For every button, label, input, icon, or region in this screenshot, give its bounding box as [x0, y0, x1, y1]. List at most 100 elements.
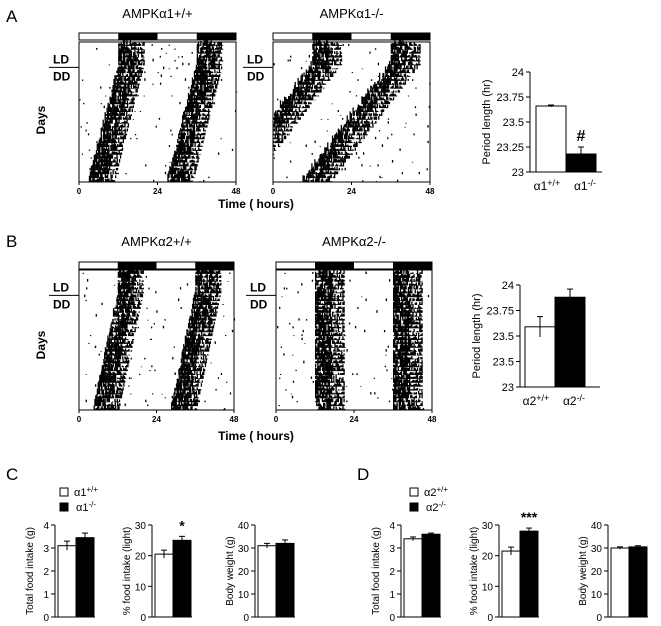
activity-tick — [128, 307, 130, 313]
activity-tick — [418, 44, 420, 46]
activity-tick — [316, 273, 318, 274]
activity-tick — [132, 318, 134, 321]
activity-tick — [351, 153, 353, 155]
activity-tick — [112, 353, 115, 356]
activity-tick — [179, 378, 181, 387]
activity-tick — [339, 51, 342, 54]
activity-tick — [280, 120, 282, 124]
activity-tick — [116, 408, 118, 410]
activity-tick — [406, 69, 408, 74]
activity-tick — [179, 142, 182, 151]
activity-tick — [197, 379, 199, 383]
activity-tick — [324, 43, 327, 50]
activity-tick — [126, 68, 128, 70]
activity-tick — [117, 273, 120, 278]
activity-tick — [334, 68, 336, 70]
activity-tick — [183, 164, 186, 171]
activity-tick — [140, 366, 143, 368]
activity-tick — [194, 319, 196, 325]
activity-tick — [110, 406, 112, 410]
activity-tick — [332, 71, 335, 74]
activity-tick — [367, 95, 369, 101]
activity-tick — [187, 377, 190, 383]
activity-tick — [210, 39, 212, 46]
activity-tick — [110, 373, 112, 379]
activity-tick — [193, 324, 196, 333]
activity-tick — [276, 134, 279, 140]
activity-tick — [299, 87, 301, 89]
activity-tick — [171, 400, 174, 407]
activity-tick — [401, 63, 403, 66]
activity-tick — [333, 168, 335, 171]
activity-tick — [297, 91, 300, 97]
activity-tick — [128, 341, 131, 344]
activity-tick — [128, 68, 131, 74]
activity-tick — [123, 135, 125, 140]
activity-tick — [132, 63, 134, 70]
activity-tick — [199, 89, 201, 97]
activity-tick — [188, 353, 190, 360]
activity-tick — [418, 172, 420, 175]
activity-tick — [320, 85, 323, 89]
activity-tick — [100, 159, 103, 167]
activity-tick — [323, 180, 325, 182]
activity-tick — [140, 269, 142, 274]
activity-tick — [196, 116, 199, 120]
activity-tick — [142, 58, 144, 62]
activity-tick — [190, 159, 192, 163]
activity-tick — [106, 136, 108, 144]
activity-tick — [316, 82, 319, 85]
activity-tick — [391, 48, 394, 54]
activity-tick — [143, 59, 145, 62]
activity-tick — [327, 165, 329, 171]
activity-tick — [122, 304, 124, 309]
activity-tick — [110, 363, 112, 372]
activity-tick — [325, 148, 327, 155]
activity-tick — [380, 109, 382, 112]
activity-tick — [97, 398, 100, 407]
activity-tick — [208, 316, 211, 321]
activity-tick — [377, 110, 379, 112]
activity-tick — [180, 128, 182, 132]
activity-tick — [122, 314, 124, 321]
activity-tick — [295, 115, 297, 120]
activity-tick — [394, 64, 396, 74]
activity-tick — [125, 94, 127, 101]
activity-tick — [175, 179, 177, 182]
activity-tick — [125, 342, 127, 344]
activity-tick — [108, 156, 110, 163]
activity-tick — [127, 103, 130, 105]
activity-tick — [328, 177, 331, 182]
activity-tick — [214, 281, 216, 286]
activity-tick — [189, 347, 192, 352]
activity-tick — [287, 103, 289, 112]
activity-tick — [125, 315, 127, 321]
activity-tick — [375, 98, 377, 105]
activity-tick — [115, 145, 118, 147]
activity-tick — [123, 361, 125, 364]
activity-tick — [126, 58, 128, 66]
activity-tick — [120, 98, 123, 101]
activity-tick — [323, 171, 325, 175]
activity-tick — [326, 171, 328, 175]
activity-tick — [139, 293, 141, 298]
activity-tick — [183, 386, 185, 395]
activity-tick — [197, 367, 199, 372]
activity-tick — [121, 352, 124, 356]
activity-tick — [331, 142, 334, 151]
activity-tick — [196, 56, 199, 66]
activity-tick — [291, 104, 294, 112]
activity-tick — [399, 79, 401, 81]
activity-tick — [103, 136, 105, 144]
activity-tick — [302, 81, 304, 85]
activity-tick — [178, 397, 180, 403]
activity-tick — [122, 272, 124, 278]
activity-tick — [323, 165, 326, 171]
activity-tick — [135, 326, 137, 329]
activity-tick — [203, 46, 205, 50]
activity-tick — [118, 316, 120, 325]
activity-tick — [316, 273, 318, 278]
activity-tick — [128, 108, 130, 112]
activity-tick — [317, 272, 319, 274]
activity-tick — [212, 324, 215, 329]
